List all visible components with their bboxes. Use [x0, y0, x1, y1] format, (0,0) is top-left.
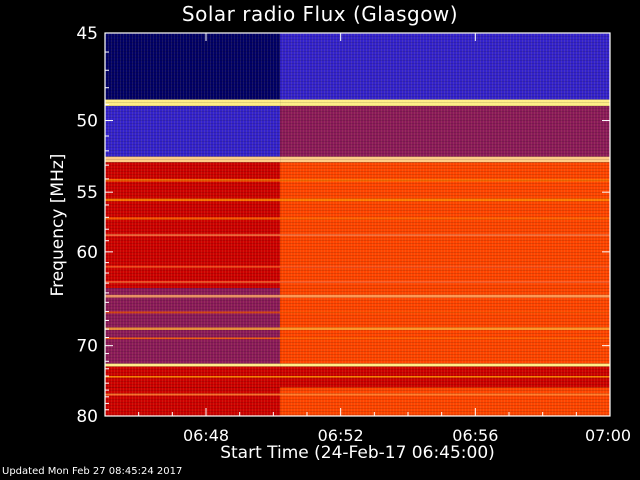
horizontal-texture: [105, 33, 610, 416]
x-axis-label: Start Time (24-Feb-17 06:45:00): [220, 443, 495, 463]
x-tick-label: 06:48: [183, 426, 229, 445]
y-axis-label: Frequency [MHz]: [48, 153, 68, 297]
y-tick-label: 45: [76, 24, 98, 44]
x-tick-label: 07:00: [585, 426, 631, 445]
x-axis-ticks: 06:48 06:52 06:56 07:00: [138, 33, 631, 445]
y-tick-label: 80: [76, 407, 98, 427]
y-tick-label: 70: [76, 337, 98, 357]
y-tick-label: 55: [76, 183, 98, 203]
y-tick-label: 50: [76, 112, 98, 132]
y-tick-label: 60: [76, 243, 98, 263]
x-tick-label: 06:56: [452, 426, 498, 445]
plot-frame: [104, 32, 611, 417]
spectrogram-image: [105, 33, 610, 416]
chart-title: Solar radio Flux (Glasgow): [181, 2, 459, 26]
x-tick-label: 06:52: [318, 426, 364, 445]
y-axis-ticks: 45 50 55 60 70 80: [76, 24, 610, 427]
updated-timestamp: Updated Mon Feb 27 08:45:24 2017: [2, 466, 183, 477]
